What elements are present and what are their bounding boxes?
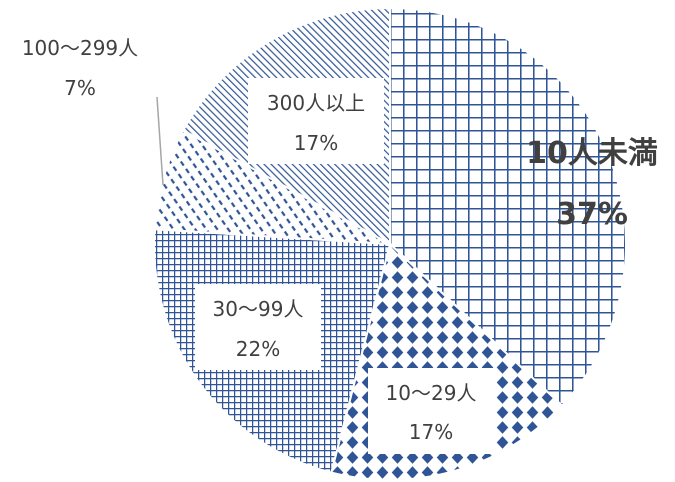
leader-line-100-299: [156, 96, 164, 186]
slice-label-10-29: 10〜29人 17%: [368, 368, 494, 454]
slice-label-100-299: 100〜299人 7%: [22, 36, 138, 100]
slice-label-name: 10〜29人: [386, 381, 477, 405]
slice-label-value: 22%: [236, 337, 280, 361]
slice-label-name: 300人以上: [267, 91, 365, 115]
slice-label-30-99: 30〜99人 22%: [195, 284, 321, 370]
slice-label-value: 37%: [556, 197, 628, 232]
slice-label-value: 7%: [64, 76, 96, 100]
slice-label-name: 30〜99人: [213, 297, 304, 321]
slice-label-10-under: 10人未満 37%: [526, 136, 658, 232]
slice-label-value: 17%: [294, 131, 338, 155]
slice-label-300-over: 300人以上 17%: [248, 78, 384, 164]
slice-label-value: 17%: [409, 420, 453, 444]
pie-slice-4-7: [153, 128, 391, 245]
pie-slice-1-37: [389, 6, 627, 407]
slice-label-name: 10人未満: [526, 136, 658, 171]
slice-label-name: 100〜299人: [22, 36, 138, 60]
